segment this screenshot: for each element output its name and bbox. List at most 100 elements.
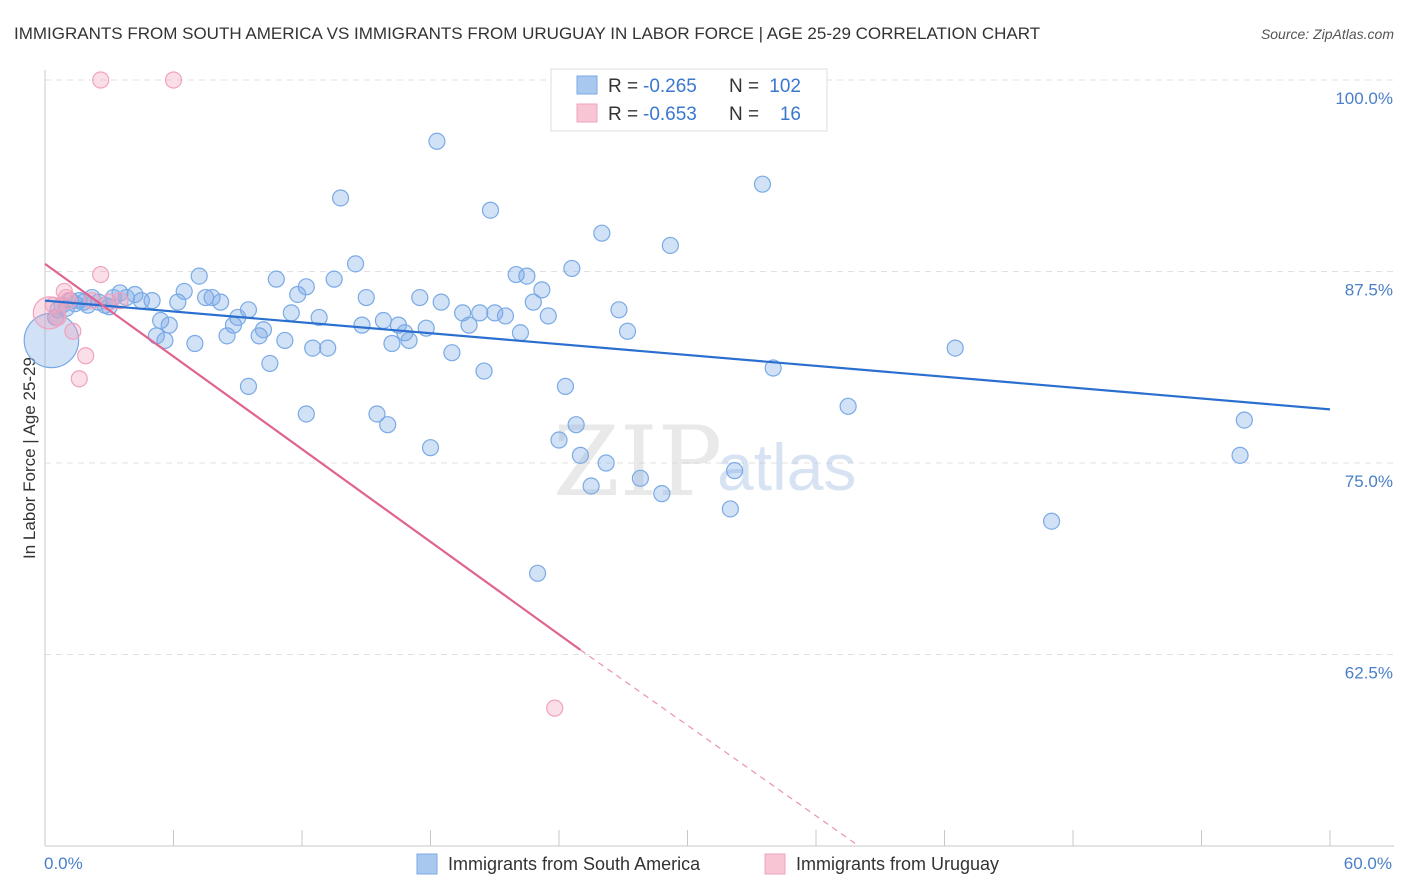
data-point (475, 362, 493, 380)
data-point (421, 439, 440, 457)
x-axis-ticks (44, 830, 1331, 846)
data-point (550, 431, 568, 449)
data-point (304, 339, 322, 357)
stats-n-label-uruguay: N = (729, 104, 759, 125)
data-point (186, 334, 204, 353)
stats-r-label-south-america: R = (608, 76, 638, 97)
data-point (610, 301, 628, 319)
data-point (310, 308, 328, 327)
data-point (111, 292, 129, 310)
watermark: ZIP atlas (553, 406, 856, 518)
data-point (152, 311, 170, 330)
data-point (631, 469, 649, 487)
data-point (556, 377, 575, 395)
data-point (839, 397, 857, 415)
scatter-series (23, 71, 1253, 717)
data-point (481, 201, 500, 219)
data-point (764, 359, 782, 377)
y-tick-labels: 100.0% 87.5% 75.0% 62.5% (1335, 89, 1393, 683)
data-point (383, 334, 401, 353)
data-point (539, 307, 557, 325)
data-point (379, 416, 397, 434)
data-point (319, 339, 337, 357)
data-point (276, 331, 294, 350)
data-point (593, 224, 611, 242)
y-tick-label-1: 87.5% (1345, 281, 1393, 300)
chart-title: IMMIGRANTS FROM SOUTH AMERICA VS IMMIGRA… (14, 24, 1040, 43)
legend-swatch-south-america (416, 853, 438, 875)
data-point (661, 236, 679, 255)
stats-swatch-uruguay (576, 103, 598, 123)
stats-box: R = -0.265 N = 102 R = -0.653 N = 16 (550, 68, 828, 132)
series-uruguay (32, 71, 564, 717)
data-point (32, 296, 66, 330)
data-point (49, 308, 67, 327)
data-point (239, 377, 258, 395)
data-point (164, 71, 183, 89)
data-point (726, 462, 744, 480)
data-point (511, 324, 530, 342)
x-tick-max: 60.0% (1344, 854, 1392, 873)
data-point (471, 304, 489, 322)
data-point (357, 288, 375, 307)
data-point (443, 344, 461, 362)
data-point (721, 500, 739, 518)
data-point (92, 265, 110, 284)
data-point (1042, 512, 1061, 530)
series-south-america (23, 71, 1253, 582)
watermark-atlas: atlas (717, 430, 856, 504)
data-point (267, 270, 285, 288)
data-point (160, 316, 178, 334)
legend-label-south-america: Immigrants from South America (448, 854, 701, 874)
data-point (254, 321, 273, 339)
data-point (597, 454, 615, 472)
legend-label-uruguay: Immigrants from Uruguay (796, 854, 999, 874)
data-point (59, 292, 78, 310)
data-point (753, 175, 772, 193)
data-point (618, 322, 637, 340)
data-point (582, 477, 600, 495)
trend-line-extension-uruguay (580, 649, 860, 847)
data-point (1235, 411, 1253, 429)
data-point (64, 322, 82, 340)
y-axis-label: In Labor Force | Age 25-29 (20, 357, 39, 559)
data-point (92, 71, 110, 89)
data-point (353, 316, 371, 334)
watermark-zip: ZIP (553, 406, 722, 518)
trend-lines (44, 262, 1331, 847)
data-point (653, 485, 671, 503)
gridlines (45, 79, 1394, 655)
data-point (190, 267, 208, 285)
chart-source: Source: ZipAtlas.com (1261, 26, 1394, 42)
stats-n-value-uruguay: 16 (780, 104, 801, 125)
data-point (169, 293, 187, 311)
data-point (400, 331, 418, 350)
data-point (428, 132, 446, 150)
data-point (528, 564, 547, 582)
y-tick-label-3: 62.5% (1345, 664, 1393, 683)
data-point (346, 255, 365, 273)
data-point (563, 259, 581, 278)
x-tick-min: 0.0% (44, 854, 83, 873)
trend-line-uruguay (44, 262, 582, 651)
data-point (297, 405, 315, 423)
legend: Immigrants from South America Immigrants… (416, 853, 999, 875)
data-point (261, 354, 279, 373)
stats-r-label-uruguay: R = (608, 104, 638, 125)
stats-r-value-uruguay: -0.653 (643, 104, 697, 125)
data-point (946, 339, 964, 357)
data-point (282, 304, 300, 322)
data-point (571, 446, 590, 464)
data-point (325, 270, 343, 288)
data-point (143, 292, 161, 310)
data-point (518, 267, 536, 285)
data-point (546, 699, 564, 717)
legend-swatch-uruguay (764, 853, 786, 875)
data-point (218, 327, 236, 345)
data-point (203, 288, 221, 307)
stats-swatch-south-america (576, 75, 598, 95)
stats-n-label-south-america: N = (729, 76, 759, 97)
data-point (486, 304, 504, 322)
data-point (331, 189, 350, 207)
